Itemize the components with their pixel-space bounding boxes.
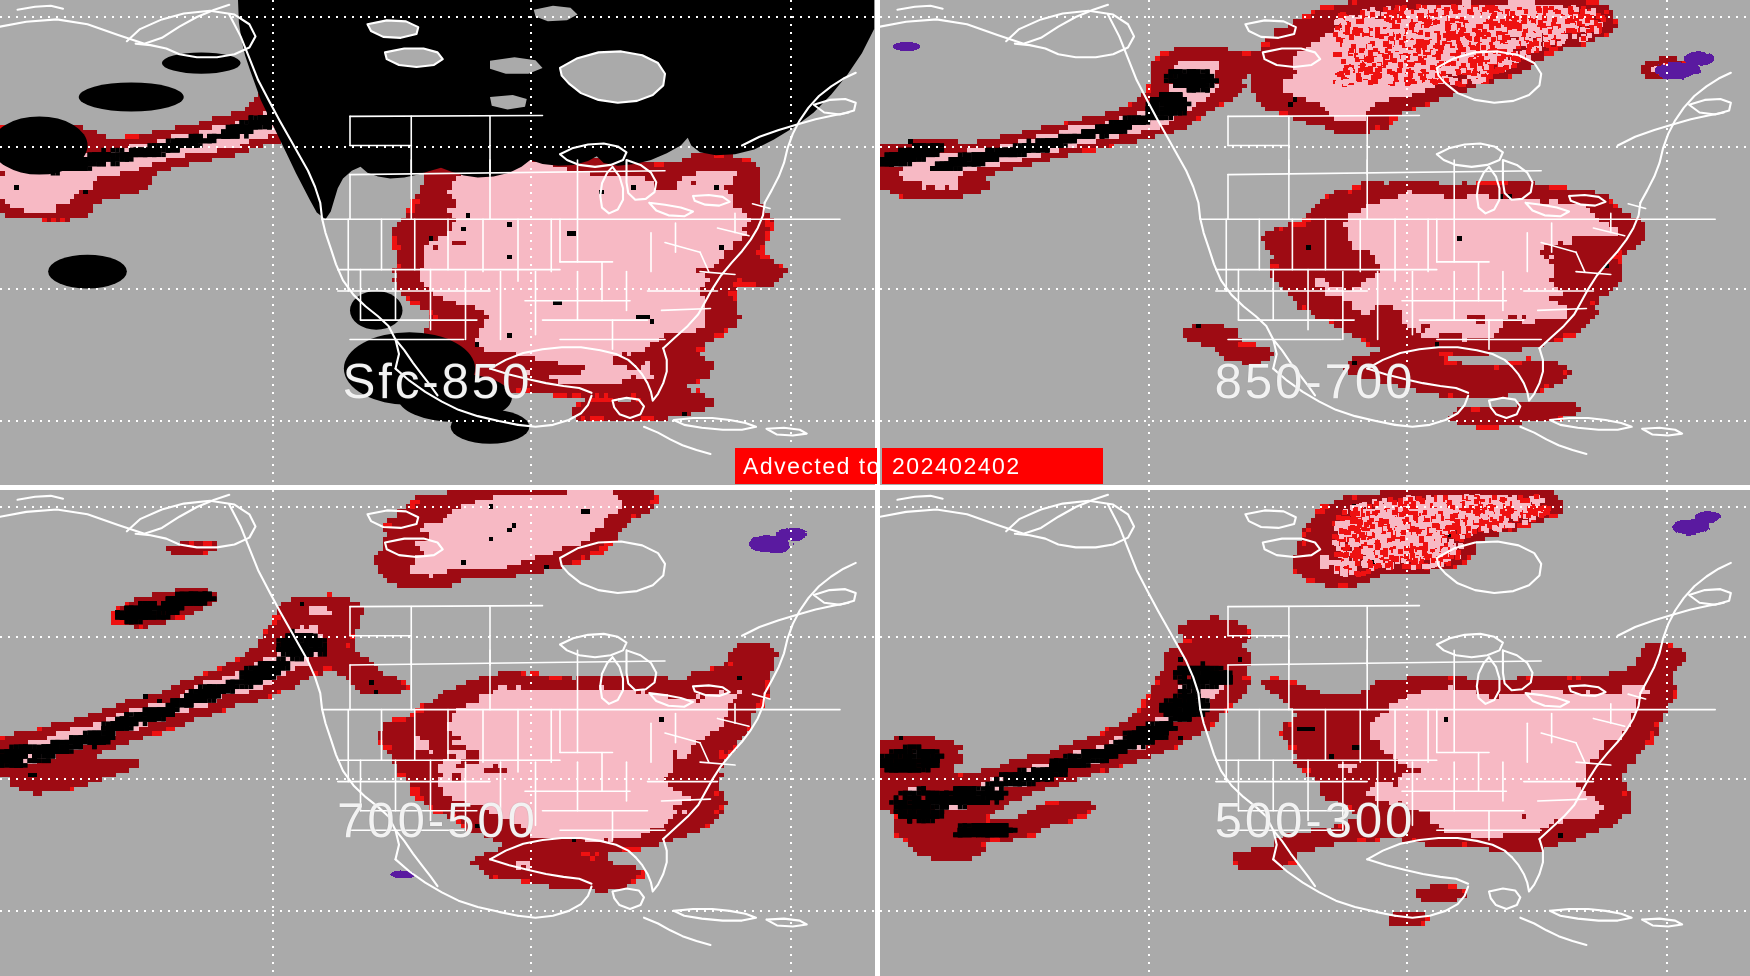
- panel-850-700[interactable]: 850-700: [880, 0, 1750, 485]
- map-canvas-500-300: [880, 490, 1750, 976]
- panel-divider-horizontal: [0, 485, 1750, 490]
- map-canvas-850-700: [880, 0, 1750, 485]
- map-canvas-700-500: [0, 490, 875, 976]
- panel-700-500[interactable]: 700-500: [0, 490, 875, 976]
- panel-500-300[interactable]: 500-300: [880, 490, 1750, 976]
- map-canvas-sfc-850: [0, 0, 875, 485]
- panel-sfc-850[interactable]: Sfc-850: [0, 0, 875, 485]
